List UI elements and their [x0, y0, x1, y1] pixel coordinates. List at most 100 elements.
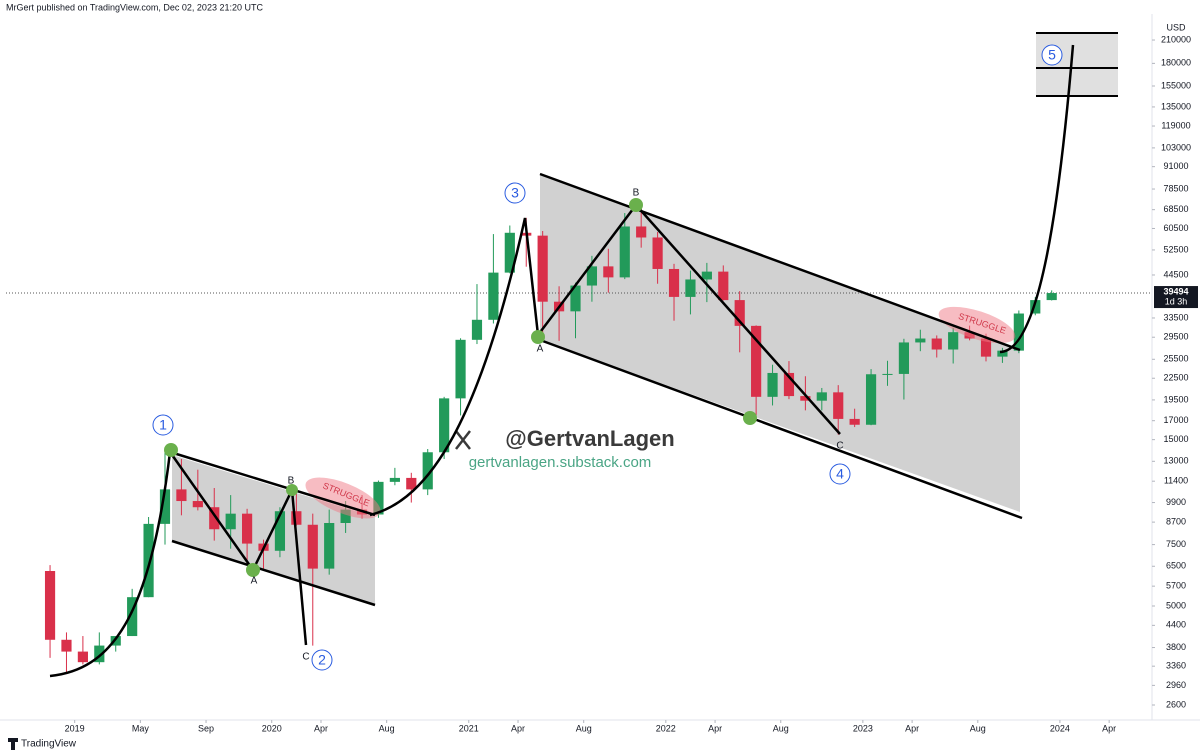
watermark-site: gertvanlagen.substack.com — [469, 454, 652, 471]
y-tick-label: 135000 — [1161, 101, 1191, 111]
y-tick-label: 52500 — [1163, 244, 1188, 254]
candle-body — [1046, 293, 1057, 301]
y-tick-label: 6500 — [1166, 561, 1186, 571]
candle-body — [176, 489, 187, 502]
point-label: A — [537, 344, 544, 355]
currency: USD — [1166, 22, 1186, 32]
x-tick-label: 2024 — [1050, 723, 1070, 733]
candle-body — [61, 639, 72, 652]
candle-body — [636, 226, 647, 238]
candle-body — [980, 338, 992, 357]
candle-body — [865, 374, 877, 425]
pivot — [743, 411, 757, 425]
x-tick-label: Aug — [970, 723, 986, 733]
point-label: B — [633, 188, 640, 199]
x-tick-label: 2020 — [262, 723, 282, 733]
pivots — [164, 198, 757, 577]
trend-curve — [999, 44, 1075, 354]
y-tick-label: 180000 — [1161, 58, 1191, 68]
candle-body — [948, 332, 959, 350]
candle-body — [751, 325, 762, 397]
candle-body — [373, 481, 384, 515]
wave-label: 4 — [836, 466, 844, 482]
zigzag — [168, 451, 308, 646]
x-tick-label: 2022 — [656, 723, 676, 733]
y-tick-label: 11400 — [1164, 476, 1188, 486]
candle-body — [734, 300, 745, 326]
candle-body — [997, 350, 1008, 357]
candle-body — [1030, 300, 1041, 314]
y-tick-label: 8700 — [1166, 516, 1186, 526]
last-price: 39494 — [1163, 286, 1188, 296]
candle-body — [603, 266, 614, 278]
pivot — [246, 563, 260, 577]
y-tick-label: 78500 — [1163, 183, 1188, 193]
candle-body — [668, 268, 680, 297]
candle-body — [685, 279, 696, 297]
y-tick-label: 155000 — [1161, 80, 1191, 90]
x-tick-label: Aug — [773, 723, 789, 733]
publisher: MrGert published on TradingView.com, Dec… — [6, 2, 263, 12]
candle-body — [192, 501, 203, 508]
x-tick-label: 2021 — [459, 723, 479, 733]
candle-body — [537, 235, 548, 302]
candle-body — [570, 285, 581, 312]
point-label: B — [288, 476, 295, 487]
x-tick-label: Aug — [379, 723, 395, 733]
wave-label: 1 — [159, 417, 167, 433]
brand: TradingView — [21, 739, 77, 750]
candle-body — [209, 507, 220, 530]
candle-body — [586, 266, 598, 286]
candle-body — [619, 226, 630, 278]
x-tick-label: Apr — [1102, 723, 1116, 733]
y-tick-label: 13000 — [1163, 456, 1188, 466]
candle-body — [307, 524, 318, 569]
candle-body — [816, 392, 827, 401]
y-tick-label: 68500 — [1163, 204, 1188, 214]
candles — [44, 208, 1057, 674]
channel — [539, 172, 1023, 520]
target-lines — [1036, 32, 1118, 97]
candle-body — [340, 509, 351, 523]
point-label: C — [836, 441, 843, 452]
y-tick-label: 29500 — [1163, 332, 1188, 342]
candle-body — [833, 392, 844, 419]
candle-body — [242, 513, 253, 544]
wave-label: 2 — [318, 652, 326, 668]
drawings: STRUGGLE STRUGGLE A B C A B C 1 2 3 4 — [49, 32, 1118, 678]
candle-body — [898, 342, 909, 374]
candle-body — [783, 372, 795, 397]
trend-curve — [49, 451, 172, 678]
wave-circle — [152, 414, 174, 436]
y-tick-label: 5000 — [1166, 600, 1186, 610]
pivot — [164, 443, 178, 457]
y-tick-label: 103000 — [1161, 142, 1191, 152]
candle-body — [324, 522, 335, 569]
candle-body — [389, 477, 400, 482]
y-tick-label: 210000 — [1161, 34, 1191, 44]
y-tick-label: 2960 — [1166, 680, 1186, 690]
candle-body — [882, 373, 893, 375]
y-tick-label: 3800 — [1166, 642, 1186, 652]
candle-body — [767, 372, 778, 397]
countdown: 1d 3h — [1165, 296, 1188, 306]
candle-body — [291, 511, 302, 525]
candle-body — [127, 597, 138, 637]
x-tick-label: Apr — [905, 723, 919, 733]
y-tick-label: 15000 — [1163, 434, 1188, 444]
candle-body — [274, 511, 286, 551]
y-tick-label: 4400 — [1166, 620, 1186, 630]
wave-circle — [829, 463, 851, 485]
y-tick-label: 3360 — [1166, 661, 1186, 671]
y-tick-label: 9900 — [1166, 497, 1186, 507]
x-tick-label: May — [132, 723, 150, 733]
candle-body — [143, 523, 154, 598]
candle-body — [225, 513, 236, 530]
candle-body — [44, 570, 56, 640]
x-tick-label: Apr — [708, 723, 722, 733]
candle-body — [110, 636, 121, 646]
candle-body — [455, 339, 466, 399]
x-tick-label: Apr — [314, 723, 328, 733]
candle-body — [652, 237, 663, 269]
candle-body — [504, 232, 515, 273]
